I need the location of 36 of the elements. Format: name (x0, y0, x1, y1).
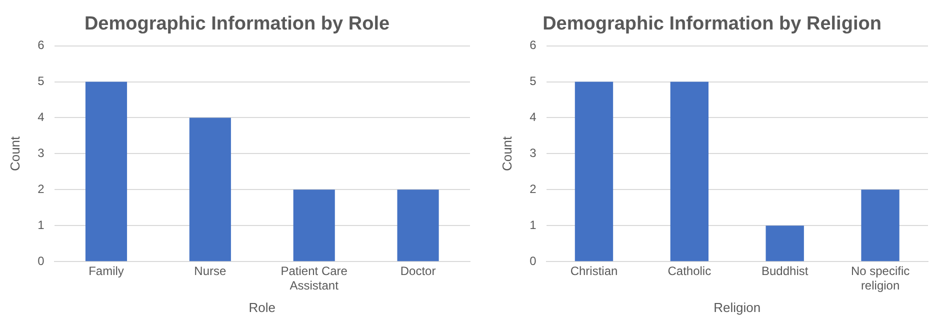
chart-title: Demographic Information by Role (84, 14, 390, 35)
y-tick-label: 2 (38, 182, 45, 196)
y-tick-label: 0 (38, 254, 45, 268)
chart-title: Demographic Information by Religion (542, 14, 882, 35)
bar (861, 190, 900, 262)
y-tick-label: 6 (38, 38, 45, 52)
bar (397, 190, 439, 262)
bar (293, 190, 335, 262)
x-tick-label: Patient Care Assistant (280, 264, 348, 293)
x-tick-label: Catholic (668, 264, 712, 278)
y-tick-label: 3 (530, 146, 537, 160)
y-tick-label: 0 (530, 254, 537, 268)
y-tick-label: 5 (530, 74, 537, 88)
y-tick-label: 1 (38, 218, 45, 232)
x-tick-label: Buddhist (762, 264, 809, 278)
y-axis-title: Count (499, 136, 514, 172)
y-tick-label: 4 (530, 110, 537, 124)
x-tick-label: Family (88, 264, 124, 278)
bar (189, 118, 231, 262)
y-tick-label: 6 (530, 38, 537, 52)
x-axis-title: Role (248, 300, 276, 315)
x-axis-title: Religion (714, 300, 761, 315)
bar (85, 82, 128, 262)
y-tick-label: 5 (38, 74, 45, 88)
y-tick-label: 3 (38, 146, 45, 160)
x-tick-label: Doctor (400, 264, 436, 278)
bar (766, 226, 804, 262)
y-axis-title: Count (7, 136, 22, 172)
x-tick-label: Nurse (194, 264, 226, 278)
y-tick-label: 4 (38, 110, 45, 124)
y-tick-label: 1 (530, 218, 537, 232)
y-tick-label: 2 (530, 182, 537, 196)
x-tick-label: No specific religion (850, 264, 910, 293)
x-tick-label: Christian (570, 264, 618, 278)
bar (574, 82, 614, 262)
bar (670, 82, 709, 262)
